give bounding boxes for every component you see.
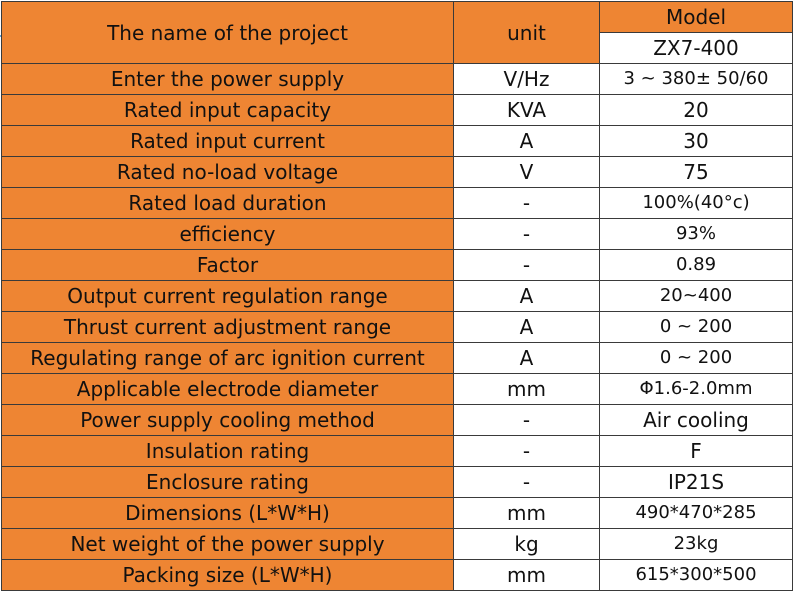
row-name: Output current regulation range — [1, 280, 454, 312]
row-name: Thrust current adjustment range — [1, 311, 454, 343]
table-row: Enclosure rating - IP21S — [1, 466, 793, 498]
table-row: Factor - 0.89 — [1, 249, 793, 281]
row-value: 615*300*500 — [599, 559, 793, 591]
row-value: 100%(40°c) — [599, 187, 793, 219]
table-row: Net weight of the power supply kg 23kg — [1, 528, 793, 560]
row-name: Rated no-load voltage — [1, 156, 454, 188]
row-unit: V — [453, 156, 600, 188]
row-unit: - — [453, 466, 600, 498]
header-unit: unit — [453, 1, 600, 64]
row-value: 30 — [599, 125, 793, 157]
row-unit: - — [453, 404, 600, 436]
row-unit: KVA — [453, 94, 600, 126]
table-header-row: The name of the project unit Model — [1, 1, 793, 64]
row-name: Regulating range of arc ignition current — [1, 342, 454, 374]
row-name: Rated input capacity — [1, 94, 454, 126]
table-row: Packing size (L*W*H) mm 615*300*500 — [1, 559, 793, 591]
row-value: IP21S — [599, 466, 793, 498]
table-row: efficiency - 93% — [1, 218, 793, 250]
row-unit: - — [453, 249, 600, 281]
header-model: Model — [599, 1, 793, 33]
row-value: 0.89 — [599, 249, 793, 281]
row-value: 0 ~ 200 — [599, 311, 793, 343]
table-row: Output current regulation range A 20~400 — [1, 280, 793, 312]
row-name: Enter the power supply — [1, 63, 454, 95]
table-row: Rated input current A 30 — [1, 125, 793, 157]
row-unit: A — [453, 125, 600, 157]
row-unit: - — [453, 187, 600, 219]
row-name: Power supply cooling method — [1, 404, 454, 436]
table-row: Regulating range of arc ignition current… — [1, 342, 793, 374]
row-value: 490*470*285 — [599, 497, 793, 529]
row-value: 0 ~ 200 — [599, 342, 793, 374]
row-unit: V/Hz — [453, 63, 600, 95]
row-name: efficiency — [1, 218, 454, 250]
row-value: 20~400 — [599, 280, 793, 312]
row-name: Dimensions (L*W*H) — [1, 497, 454, 529]
row-value: Φ1.6-2.0mm — [599, 373, 793, 405]
row-name: Applicable electrode diameter — [1, 373, 454, 405]
table-row: Thrust current adjustment range A 0 ~ 20… — [1, 311, 793, 343]
row-value: 93% — [599, 218, 793, 250]
table-row: Dimensions (L*W*H) mm 490*470*285 — [1, 497, 793, 529]
row-unit: mm — [453, 373, 600, 405]
row-unit: mm — [453, 497, 600, 529]
row-value: 75 — [599, 156, 793, 188]
row-name: Insulation rating — [1, 435, 454, 467]
spec-table: The name of the project unit Model ZX7-4… — [1, 1, 793, 591]
row-name: Factor — [1, 249, 454, 281]
table-row: Rated load duration - 100%(40°c) — [1, 187, 793, 219]
row-unit: A — [453, 311, 600, 343]
row-unit: - — [453, 218, 600, 250]
row-unit: A — [453, 342, 600, 374]
header-project-name: The name of the project — [1, 1, 454, 64]
table-row: Rated input capacity KVA 20 — [1, 94, 793, 126]
row-unit: A — [453, 280, 600, 312]
table-row: Rated no-load voltage V 75 — [1, 156, 793, 188]
row-name: Packing size (L*W*H) — [1, 559, 454, 591]
row-unit: kg — [453, 528, 600, 560]
row-value: 3 ~ 380± 50/60 — [599, 63, 793, 95]
table-row: Applicable electrode diameter mm Φ1.6-2.… — [1, 373, 793, 405]
row-unit: - — [453, 435, 600, 467]
table-header-row: ZX7-400 — [2, 32, 793, 64]
table-row: Insulation rating - F — [1, 435, 793, 467]
table-row: Enter the power supply V/Hz 3 ~ 380± 50/… — [1, 63, 793, 95]
row-name: Rated input current — [1, 125, 454, 157]
row-value: 20 — [599, 94, 793, 126]
row-value: 23kg — [599, 528, 793, 560]
row-name: Rated load duration — [1, 187, 454, 219]
row-name: Enclosure rating — [1, 466, 454, 498]
row-unit: mm — [453, 559, 600, 591]
row-value: F — [599, 435, 793, 467]
table-row: Power supply cooling method - Air coolin… — [1, 404, 793, 436]
header-model-value: ZX7-400 — [599, 32, 793, 64]
row-name: Net weight of the power supply — [1, 528, 454, 560]
row-value: Air cooling — [599, 404, 793, 436]
